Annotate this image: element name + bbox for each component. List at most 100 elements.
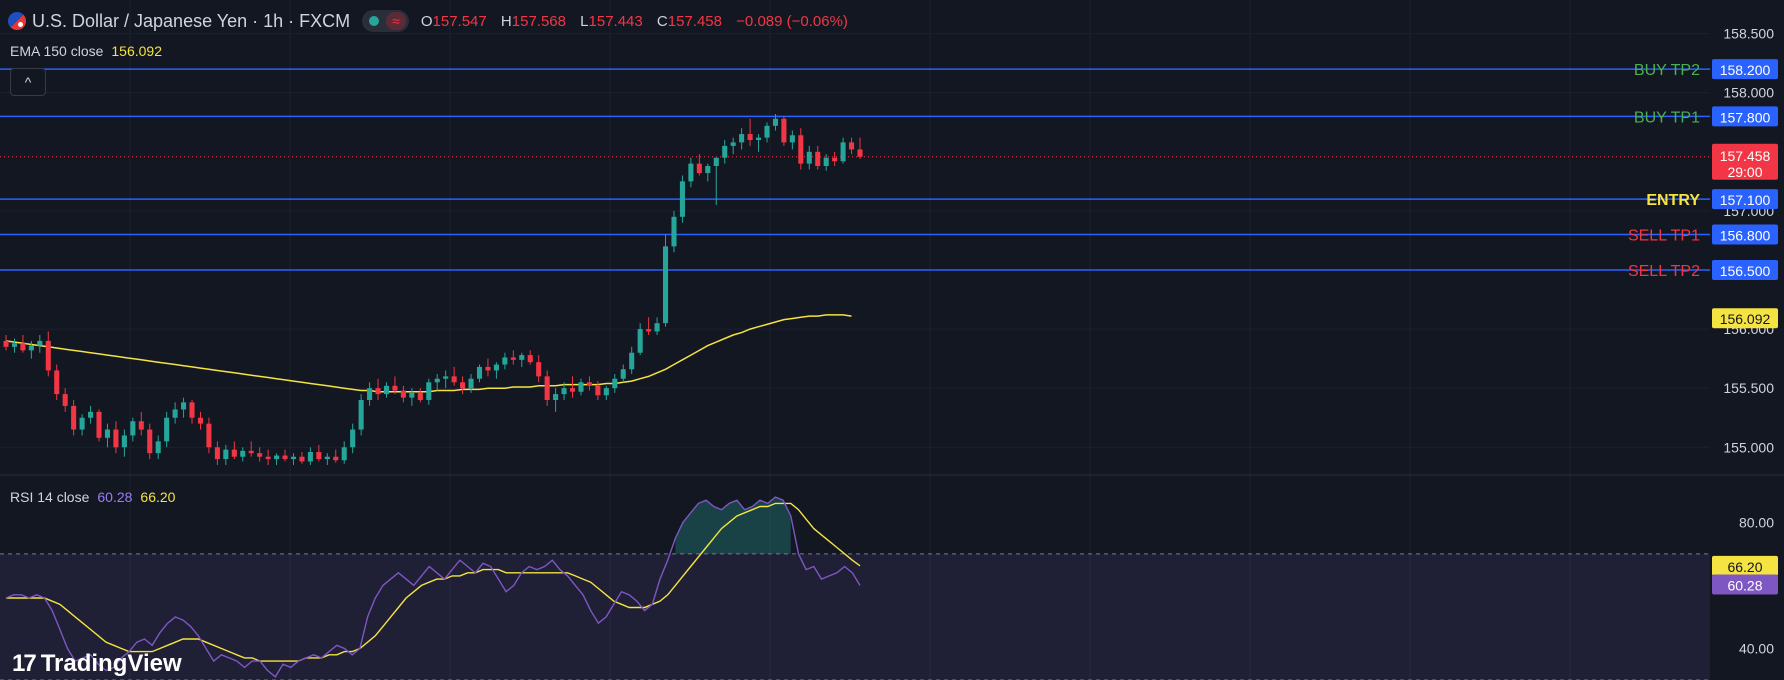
candle-body	[383, 385, 390, 395]
candle-body	[646, 329, 652, 332]
candle-body	[502, 357, 508, 365]
rsi-ma-line	[6, 502, 861, 662]
candle-body	[248, 450, 254, 454]
level-name-label: BUY TP2	[1634, 62, 1700, 79]
candle-body	[88, 411, 94, 418]
rsi-legend-label: RSI 14 close	[10, 489, 90, 505]
level-name-label: SELL TP2	[1628, 263, 1700, 280]
bar-countdown-label: 29:00	[1727, 164, 1762, 180]
ohlc-readout: O157.547 H157.568 L157.443 C157.458 −0.0…	[421, 13, 858, 30]
candle-body	[519, 355, 525, 360]
candle-body	[460, 382, 466, 389]
candle-body	[400, 390, 406, 398]
ohlc-close: 157.458	[667, 12, 722, 30]
candle-body	[755, 137, 762, 140]
candle-body	[155, 441, 161, 454]
ohlc-high: 157.568	[511, 12, 566, 30]
candle-body	[544, 376, 550, 400]
price-axis-tick-label: 158.500	[1723, 26, 1774, 42]
chart-header: U.S. Dollar / Japanese Yen · 1h · FXCM ≈…	[8, 10, 858, 32]
level-price-badge-label: 157.100	[1720, 192, 1771, 208]
ohlc-open: 157.547	[432, 12, 487, 30]
market-open-dot-icon	[369, 16, 380, 26]
candle-body	[696, 163, 702, 174]
candle-body	[392, 385, 398, 391]
candle-body	[147, 429, 153, 454]
rsi-ma-badge-label: 66.20	[1727, 559, 1762, 575]
candle-body	[223, 449, 229, 460]
tradingview-logo[interactable]: 17 TradingView	[12, 650, 182, 678]
rsi-axis-tick-label: 80.00	[1739, 514, 1774, 530]
candle-body	[536, 362, 542, 377]
symbol-title[interactable]: U.S. Dollar / Japanese Yen · 1h · FXCM	[32, 10, 351, 31]
candle-body	[612, 378, 618, 389]
level-price-badge	[1712, 260, 1778, 280]
rsi-legend-value: 60.28	[97, 489, 133, 505]
market-status-pill[interactable]: ≈	[362, 10, 409, 32]
last-price-badge-label: 157.458	[1720, 148, 1771, 164]
tradingview-logo-text: TradingView	[40, 650, 182, 677]
candle-body	[637, 329, 643, 353]
candle-body	[832, 157, 838, 162]
candle-body	[798, 135, 804, 164]
candle-body	[299, 456, 305, 462]
rsi-legend[interactable]: RSI 14 close 60.28 66.20	[10, 489, 175, 505]
candle-body	[231, 449, 237, 457]
candle-body	[104, 429, 111, 438]
candle-body	[71, 405, 77, 430]
rsi-line	[5, 496, 861, 678]
candle-body	[789, 135, 795, 143]
candle-body	[28, 345, 34, 351]
last-price-badge	[1712, 143, 1778, 180]
price-axis-tick-label: 155.500	[1723, 380, 1774, 396]
candle-body	[409, 392, 415, 398]
candle-body	[764, 125, 770, 138]
rsi-band-fill	[0, 553, 1710, 680]
level-name-label: BUY TP1	[1634, 109, 1700, 126]
candle-body	[747, 134, 753, 140]
candle-body	[629, 352, 635, 370]
candle-body	[654, 323, 660, 332]
ohlc-open-label: O	[420, 12, 433, 30]
level-price-badge	[1712, 59, 1778, 80]
candle-body	[172, 409, 178, 418]
candle-body	[527, 355, 533, 363]
candle-body	[510, 357, 516, 360]
level-price-badge	[1712, 224, 1778, 245]
candle-body	[79, 417, 85, 430]
candle-body	[434, 378, 440, 383]
candle-body	[367, 388, 373, 400]
candle-body	[62, 394, 68, 406]
candle-body	[130, 421, 136, 436]
candle-body	[3, 340, 9, 347]
candle-body	[341, 447, 347, 461]
collapse-legend-button[interactable]: ^	[10, 68, 46, 96]
candle-body	[603, 388, 609, 396]
candle-body	[96, 411, 102, 438]
candle-body	[840, 142, 846, 162]
candle-body	[54, 370, 60, 395]
candle-body	[138, 421, 144, 430]
candle-body	[713, 157, 719, 166]
candle-body	[451, 376, 457, 383]
level-name-label: ENTRY	[1646, 192, 1700, 209]
candle-body	[468, 378, 474, 389]
ema-legend[interactable]: EMA 150 close 156.092	[10, 43, 162, 59]
ohlc-close-label: C	[656, 12, 668, 30]
level-price-badge-label: 156.800	[1720, 228, 1771, 244]
ema-value-badge	[1712, 308, 1778, 329]
candle-body	[274, 455, 280, 460]
candle-body	[671, 216, 677, 247]
candle-body	[181, 402, 187, 410]
rsi-ma-badge	[1712, 555, 1778, 576]
candle-body	[722, 145, 728, 158]
candle-body	[493, 364, 499, 371]
level-price-badge-label: 156.500	[1720, 263, 1771, 279]
candle-body	[679, 181, 685, 217]
candle-body	[739, 134, 745, 143]
candle-body	[662, 246, 669, 324]
candle-body	[189, 402, 195, 418]
candle-body	[37, 340, 43, 346]
rsi-value-badge-label: 60.28	[1727, 578, 1762, 594]
